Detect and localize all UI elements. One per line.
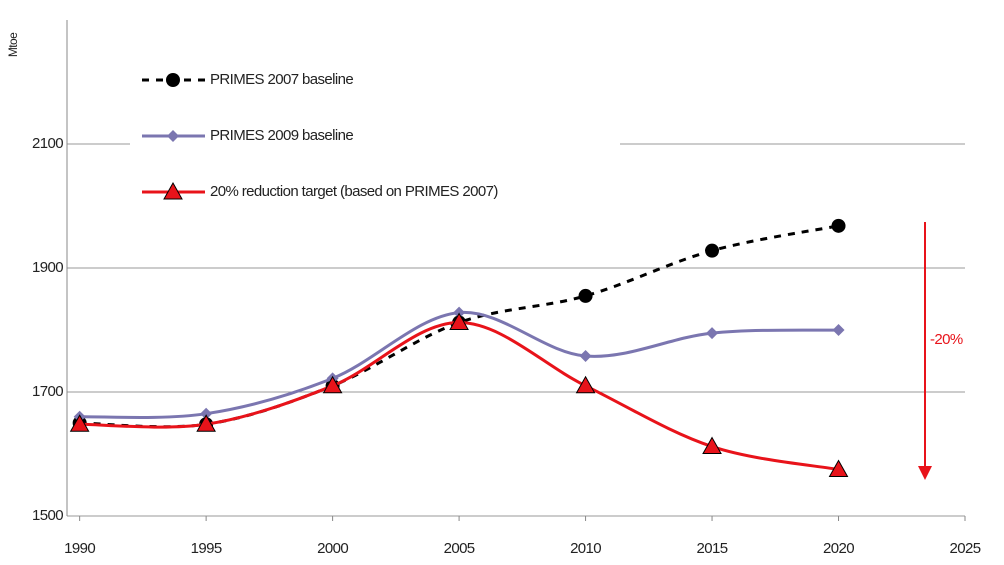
marker	[702, 436, 722, 455]
legend-background	[130, 178, 620, 206]
y-tick-label: 1900	[32, 259, 63, 276]
x-tick-label: 2015	[697, 540, 728, 557]
marker	[163, 181, 183, 200]
x-tick-label: 2010	[570, 540, 601, 557]
x-tick-label: 2020	[823, 540, 854, 557]
marker	[831, 218, 846, 233]
marker	[200, 407, 213, 420]
x-tick-label: 1995	[191, 540, 222, 557]
y-tick-label: 1700	[32, 383, 63, 400]
y-tick-label: 1500	[32, 507, 63, 524]
legend-label: PRIMES 2007 baseline	[210, 71, 353, 88]
marker	[322, 375, 343, 394]
legend-label: PRIMES 2009 baseline	[210, 127, 353, 144]
legend-label: 20% reduction target (based on PRIMES 20…	[210, 183, 498, 200]
arrow-head	[918, 466, 932, 480]
x-tick-label: 2000	[317, 540, 348, 557]
marker	[579, 350, 592, 363]
marker	[575, 375, 596, 394]
legend-background	[130, 66, 620, 94]
marker	[167, 130, 179, 142]
y-axis-label: Mtoe	[6, 32, 20, 57]
marker	[706, 327, 719, 340]
marker	[828, 459, 849, 477]
x-tick-label: 2025	[950, 540, 981, 557]
legend-background	[130, 122, 620, 150]
marker	[578, 288, 593, 303]
marker	[166, 73, 180, 87]
marker	[832, 324, 845, 336]
marker	[705, 243, 720, 258]
x-tick-label: 1990	[64, 540, 95, 557]
y-tick-label: 2100	[32, 135, 63, 152]
legend: PRIMES 2007 baseline PRIMES 2009 baseline…	[130, 66, 620, 206]
annotation: -20%	[930, 331, 963, 348]
marker	[196, 414, 216, 432]
x-tick-label: 2005	[444, 540, 475, 557]
marker	[69, 414, 90, 432]
plot	[69, 218, 849, 477]
marker	[449, 312, 469, 331]
